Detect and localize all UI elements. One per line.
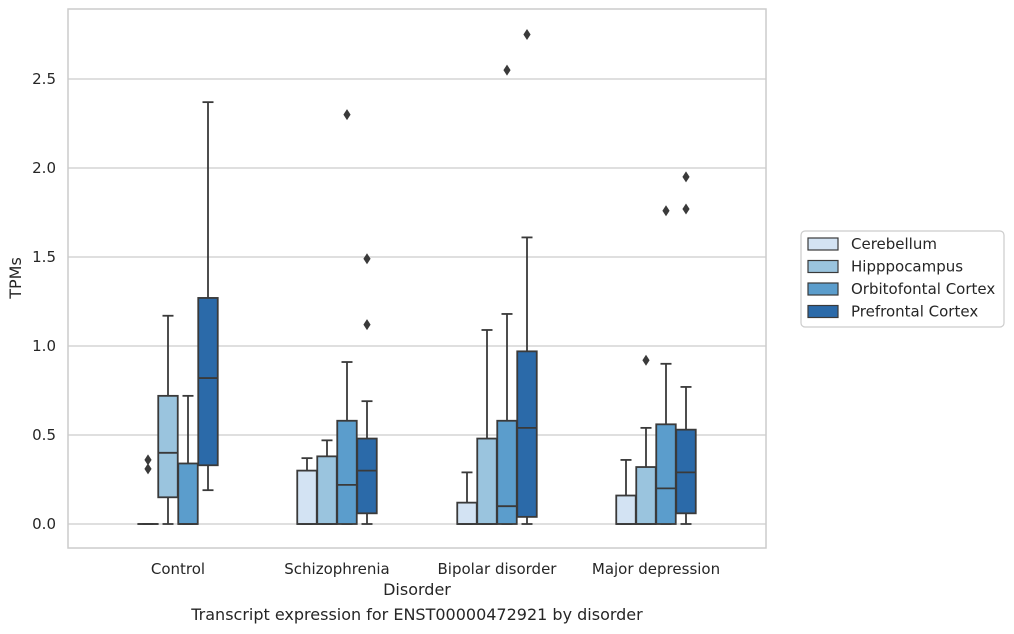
legend-swatch bbox=[807, 304, 839, 319]
y-tick-label: 0.5 bbox=[32, 426, 56, 444]
box bbox=[356, 437, 378, 515]
y-tick-label: 1.5 bbox=[32, 248, 56, 266]
y-tick-label: 0.0 bbox=[32, 515, 56, 533]
box bbox=[316, 455, 338, 525]
box bbox=[456, 501, 478, 525]
y-tick-label: 2.5 bbox=[32, 70, 56, 88]
legend: Cerebellum Hipppocampus Orbitofontal Corte… bbox=[800, 230, 1005, 328]
box bbox=[516, 350, 538, 518]
box bbox=[177, 462, 199, 525]
legend-swatch bbox=[807, 237, 839, 251]
box bbox=[197, 297, 219, 467]
y-tick-label: 2.0 bbox=[32, 159, 56, 177]
outlier-point bbox=[642, 354, 650, 366]
legend-label: Prefrontal Cortex bbox=[851, 303, 978, 321]
box bbox=[476, 437, 498, 525]
outlier-point bbox=[144, 463, 152, 475]
outlier-point bbox=[682, 203, 690, 215]
chart-caption: Transcript expression for ENST0000047292… bbox=[191, 605, 643, 624]
box bbox=[336, 419, 358, 525]
plot-area: 0.0 0.5 1.0 1.5 2.0 2.5 Control Schizophrenia Bi… bbox=[32, 8, 767, 578]
outlier-point bbox=[363, 319, 371, 331]
legend-label: Cerebellum bbox=[851, 235, 937, 253]
y-tick-label: 1.0 bbox=[32, 337, 56, 355]
x-tick-label: Control bbox=[151, 560, 205, 578]
box bbox=[296, 469, 318, 525]
outlier-point bbox=[662, 205, 670, 217]
legend-swatch bbox=[807, 259, 839, 274]
legend-label: Orbitofontal Cortex bbox=[851, 280, 995, 298]
y-axis-label: TPMs bbox=[6, 257, 25, 300]
box bbox=[635, 466, 657, 525]
plot-frame bbox=[67, 8, 767, 549]
x-tick-label: Major depression bbox=[592, 560, 720, 578]
x-tick-label: Schizophrenia bbox=[284, 560, 389, 578]
outlier-point bbox=[503, 64, 511, 76]
legend-frame bbox=[800, 230, 1005, 328]
box bbox=[655, 423, 677, 525]
outlier-point bbox=[682, 171, 690, 183]
box bbox=[615, 494, 637, 525]
outlier-point bbox=[523, 29, 531, 40]
outlier-point bbox=[144, 454, 152, 466]
legend-label: Hipppocampus bbox=[851, 258, 963, 276]
box bbox=[496, 419, 518, 525]
outlier-point bbox=[343, 109, 351, 121]
box bbox=[157, 394, 179, 499]
legend-swatch bbox=[807, 282, 839, 296]
x-tick-label: Bipolar disorder bbox=[438, 560, 558, 578]
x-axis-label: Disorder bbox=[383, 580, 451, 599]
outlier-point bbox=[363, 253, 371, 265]
